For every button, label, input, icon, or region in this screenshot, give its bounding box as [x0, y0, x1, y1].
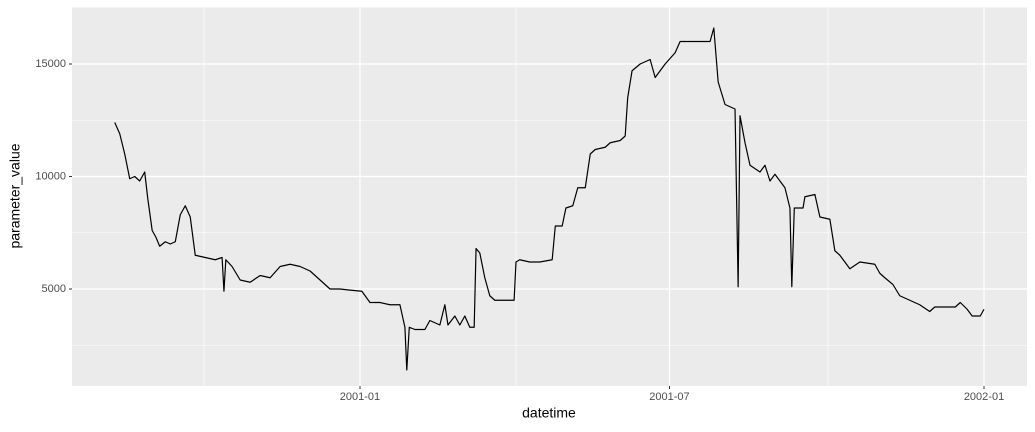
x-tick-label: 2002-01: [964, 391, 1004, 403]
y-tick-label: 10000: [35, 170, 66, 182]
x-axis-title: datetime: [522, 405, 576, 421]
data-line: [114, 27, 985, 371]
x-tick-label: 2001-01: [340, 391, 380, 403]
y-tick-label: 15000: [35, 58, 66, 70]
panel: [72, 7, 1027, 386]
x-tick-label: 2001-07: [649, 391, 689, 403]
y-tick-label: 5000: [42, 283, 66, 295]
grid: [72, 7, 1027, 386]
marks: [114, 27, 985, 371]
y-axis-title: parameter_value: [7, 143, 23, 248]
